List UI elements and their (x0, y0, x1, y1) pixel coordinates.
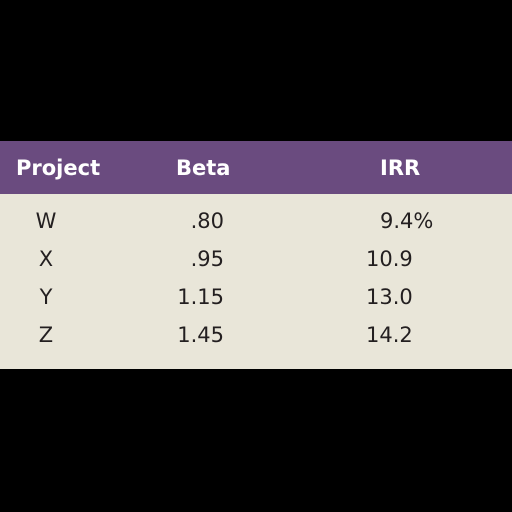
cell-beta: 1.15 (177, 285, 224, 309)
header-project: Project (16, 156, 101, 180)
cell-irr-value: 10.9 (366, 247, 413, 271)
data-table: Project Beta IRR W .80 9.4% X .95 10.9 Y… (0, 141, 512, 369)
cell-beta: 1.45 (177, 323, 224, 347)
cell-irr-value: 9.4% (380, 209, 434, 233)
cell-project: Y (39, 285, 53, 309)
cell-project: W (35, 209, 57, 233)
header-beta: Beta (176, 156, 231, 180)
header-irr: IRR (380, 156, 421, 180)
cell-irr: 9.4% (380, 208, 433, 234)
table-row: Y 1.15 13.0 (0, 284, 512, 322)
cell-project: X (38, 247, 54, 271)
cell-irr: 13.0 (366, 284, 413, 310)
cell-irr-value: 14.2 (366, 323, 413, 347)
table-row: X .95 10.9 (0, 246, 512, 284)
cell-irr-value: 13.0 (366, 285, 413, 309)
table-row: W .80 9.4% (0, 208, 512, 246)
cell-beta: .95 (190, 247, 224, 271)
table-row: Z 1.45 14.2 (0, 322, 512, 360)
cell-irr: 10.9 (366, 246, 413, 272)
cell-beta: .80 (190, 209, 224, 233)
table-body: W .80 9.4% X .95 10.9 Y 1.15 13.0 Z 1.45… (0, 208, 512, 360)
table-header-row: Project Beta IRR (0, 141, 512, 194)
cell-project: Z (38, 323, 54, 347)
cell-irr: 14.2 (366, 322, 413, 348)
